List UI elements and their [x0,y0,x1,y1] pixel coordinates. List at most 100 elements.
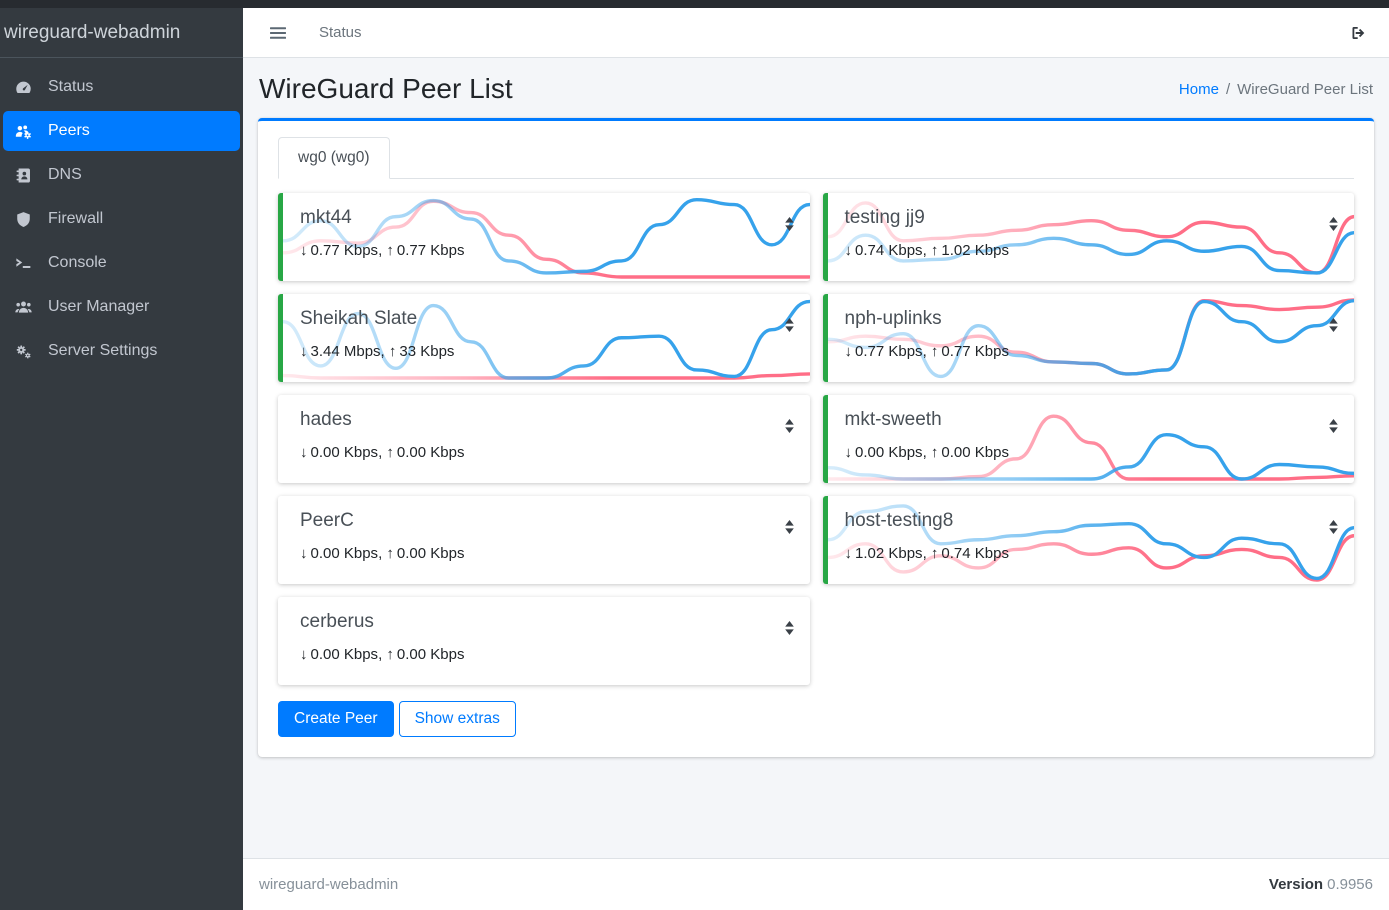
sort-handle-icon[interactable] [784,520,795,539]
download-icon: ↓ [300,241,308,259]
peer-stats: ↓ 0.00 Kbps, ↑ 0.00 Kbps [845,444,1335,461]
peer-stats: ↓ 0.00 Kbps, ↑ 0.00 Kbps [300,444,790,461]
peer-card-sheikah-slate[interactable]: Sheikah Slate ↓ 3.44 Mbps, ↑ 33 Kbps [278,294,810,382]
peer-name: hades [300,409,352,430]
upload-icon: ↑ [386,645,394,663]
hamburger-icon [269,25,287,41]
peer-card-mkt44[interactable]: mkt44 ↓ 0.77 Kbps, ↑ 0.77 Kbps [278,193,810,281]
peer-info: nph-uplinks ↓ 0.77 Kbps, ↑ 0.77 Kbps [828,294,1355,360]
peer-info: cerberus ↓ 0.00 Kbps, ↑ 0.00 Kbps [278,597,810,663]
breadcrumb-home-link[interactable]: Home [1178,80,1219,98]
breadcrumb-current: WireGuard Peer List [1237,80,1373,98]
peer-list-card: wg0 (wg0) mkt44 ↓ 0.77 Kbps, ↑ 0.77 Kbps [258,118,1374,758]
stats-separator: , [922,443,931,461]
sidebar-item-status[interactable]: Status [3,67,240,107]
sort-handle-icon[interactable] [784,318,795,337]
logout-button[interactable] [1346,21,1371,45]
sidebar-item-label: Firewall [48,210,104,227]
sort-handle-icon[interactable] [784,217,795,236]
upload-icon: ↑ [930,342,939,360]
peer-info: hades ↓ 0.00 Kbps, ↑ 0.00 Kbps [278,395,810,461]
address-book-icon [13,167,34,184]
footer: wireguard-webadmin Version 0.9956 [243,858,1389,910]
stats-separator: , [378,544,387,562]
users-icon [13,299,34,316]
download-icon: ↓ [300,544,308,562]
stats-separator: , [380,342,389,360]
sidebar-toggle-button[interactable] [265,21,291,45]
sidebar-item-console[interactable]: Console [3,243,240,283]
sort-handle-icon[interactable] [1328,520,1339,539]
card-actions: Create Peer Show extras [278,701,1354,738]
sidebar-item-peers[interactable]: Peers [3,111,240,151]
peer-info: testing jj9 ↓ 0.74 Kbps, ↑ 1.02 Kbps [828,193,1355,259]
download-icon: ↓ [300,645,308,663]
sidebar-item-firewall[interactable]: Firewall [3,199,240,239]
breadcrumb: Home / WireGuard Peer List [1179,81,1373,98]
sidebar-item-label: User Manager [48,298,150,315]
sidebar-item-label: Server Settings [48,342,158,359]
stats-separator: , [922,241,931,259]
download-icon: ↓ [300,342,308,360]
upload-icon: ↑ [386,241,394,259]
peer-card-host-testing8[interactable]: host-testing8 ↓ 1.02 Kbps, ↑ 0.74 Kbps [822,496,1355,584]
sidebar-item-label: Peers [48,122,90,139]
sign-out-icon [1350,25,1367,41]
peer-download-rate: 0.00 Kbps [310,544,379,562]
traffic-sparkline [278,597,810,685]
peer-column-right: testing jj9 ↓ 0.74 Kbps, ↑ 1.02 Kbps nph-u… [822,193,1355,685]
sort-handle-icon[interactable] [1328,217,1339,236]
sidebar-item-dns[interactable]: DNS [3,155,240,195]
traffic-sparkline [283,294,810,382]
peer-name: mkt44 [300,207,352,228]
sidebar-item-user-manager[interactable]: User Manager [3,287,240,327]
navbar-status-link[interactable]: Status [319,24,362,41]
peer-download-rate: 0.77 Kbps [855,342,923,360]
upload-icon: ↑ [930,241,939,259]
peer-download-rate: 0.74 Kbps [855,241,923,259]
sort-handle-icon[interactable] [784,621,795,640]
peer-card-nph-uplinks[interactable]: nph-uplinks ↓ 0.77 Kbps, ↑ 0.77 Kbps [822,294,1355,382]
sort-handle-icon[interactable] [1328,419,1339,438]
peer-stats: ↓ 0.00 Kbps, ↑ 0.00 Kbps [300,545,790,562]
peer-download-rate: 0.00 Kbps [855,443,923,461]
download-icon: ↓ [844,443,853,461]
brand-title[interactable]: wireguard-webadmin [0,8,243,58]
peer-upload-rate: 0.00 Kbps [396,544,465,562]
page-title: WireGuard Peer List [259,73,513,104]
stats-separator: , [922,544,931,562]
sort-handle-icon[interactable] [1328,318,1339,337]
peer-upload-rate: 0.77 Kbps [396,241,465,259]
sidebar-item-server-settings[interactable]: Server Settings [3,331,240,371]
peer-download-rate: 1.02 Kbps [855,544,923,562]
sort-handle-icon[interactable] [784,419,795,438]
sidebar-item-label: Console [48,254,107,271]
breadcrumb-separator: / [1225,80,1231,98]
sidebar-item-label: DNS [48,166,82,183]
peer-card-cerberus[interactable]: cerberus ↓ 0.00 Kbps, ↑ 0.00 Kbps [278,597,810,685]
download-icon: ↓ [844,241,853,259]
peer-info: PeerC ↓ 0.00 Kbps, ↑ 0.00 Kbps [278,496,810,562]
show-extras-button[interactable]: Show extras [398,701,516,738]
peer-card-hades[interactable]: hades ↓ 0.00 Kbps, ↑ 0.00 Kbps [278,395,810,483]
peer-info: Sheikah Slate ↓ 3.44 Mbps, ↑ 33 Kbps [283,294,810,360]
peer-name: nph-uplinks [844,308,942,329]
peer-stats: ↓ 1.02 Kbps, ↑ 0.74 Kbps [845,545,1335,562]
peer-upload-rate: 33 Kbps [399,342,455,360]
peer-info: mkt-sweeth ↓ 0.00 Kbps, ↑ 0.00 Kbps [828,395,1355,461]
traffic-sparkline [278,496,810,584]
peer-info: host-testing8 ↓ 1.02 Kbps, ↑ 0.74 Kbps [828,496,1355,562]
peer-card-mkt-sweeth[interactable]: mkt-sweeth ↓ 0.00 Kbps, ↑ 0.00 Kbps [822,395,1355,483]
peer-stats: ↓ 0.77 Kbps, ↑ 0.77 Kbps [300,242,790,259]
peer-card-peerc[interactable]: PeerC ↓ 0.00 Kbps, ↑ 0.00 Kbps [278,496,810,584]
tab-wg0[interactable]: wg0 (wg0) [278,137,390,179]
stats-separator: , [378,443,387,461]
create-peer-button[interactable]: Create Peer [278,701,394,738]
peer-upload-rate: 1.02 Kbps [941,241,1009,259]
stats-separator: , [378,645,387,663]
peer-card-testing-jj9[interactable]: testing jj9 ↓ 0.74 Kbps, ↑ 1.02 Kbps [822,193,1355,281]
peer-info: mkt44 ↓ 0.77 Kbps, ↑ 0.77 Kbps [283,193,810,259]
footer-version-number: 0.9956 [1327,876,1373,893]
peer-name: cerberus [300,611,374,632]
peer-download-rate: 0.77 Kbps [310,241,379,259]
